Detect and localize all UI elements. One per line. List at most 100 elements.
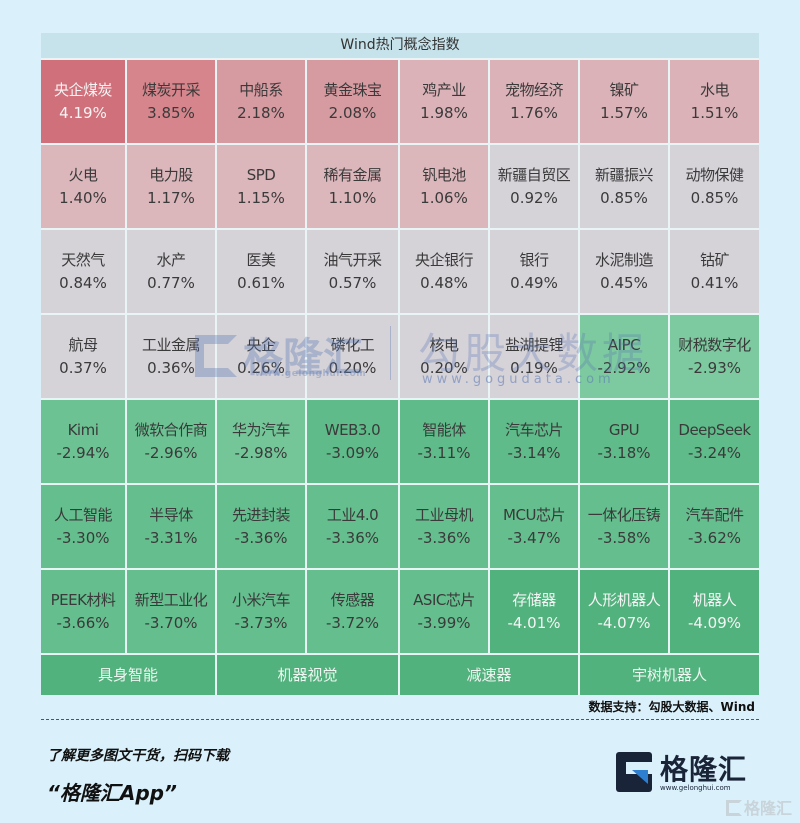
concept-change: -2.92% bbox=[597, 358, 651, 377]
concept-change: -3.24% bbox=[687, 443, 742, 462]
concept-change: 3.85% bbox=[147, 103, 195, 122]
concept-cell: ASIC芯片 -3.99% bbox=[400, 570, 490, 653]
concept-change: 0.92% bbox=[510, 188, 558, 207]
concept-cell: 半导体 -3.31% bbox=[127, 485, 217, 568]
concept-change: 0.20% bbox=[420, 358, 468, 377]
concept-change: -3.73% bbox=[234, 613, 288, 632]
concept-cell: 航母 0.37% bbox=[41, 315, 127, 398]
concept-name: AIPC bbox=[607, 335, 641, 354]
concept-cell: 宠物经济 1.76% bbox=[490, 60, 580, 143]
concept-name: 水电 bbox=[699, 80, 730, 99]
grid-row: 央企煤炭 4.19% 煤炭开采 3.85% 中船系 2.18% 黄金珠宝 2.08% 鸡产业 1.… bbox=[41, 60, 759, 145]
concept-change: -4.01% bbox=[507, 613, 561, 632]
concept-name: 华为汽车 bbox=[231, 420, 291, 439]
concept-change: -3.36% bbox=[234, 528, 288, 547]
concept-change: 0.84% bbox=[59, 273, 107, 292]
concept-change: 0.19% bbox=[510, 358, 558, 377]
concept-cell: 央企 0.26% bbox=[217, 315, 307, 398]
concept-name: 油气开采 bbox=[323, 250, 382, 269]
concept-name: 汽车配件 bbox=[685, 505, 744, 524]
concept-change: -3.36% bbox=[325, 528, 380, 547]
concept-cell: 医美 0.61% bbox=[217, 230, 307, 313]
grid-row: 航母 0.37% 工业金属 0.36% 央企 0.26% 磷化工 0.20% 核电 0.20% 盐湖… bbox=[41, 315, 759, 400]
grid-row: Kimi -2.94% 微软合作商 -2.96% 华为汽车 -2.98% WEB3.0 -3.… bbox=[41, 400, 759, 485]
concept-change: 0.85% bbox=[690, 188, 739, 207]
concept-change: -2.93% bbox=[687, 358, 742, 377]
concept-name: 动物保健 bbox=[685, 165, 744, 184]
concept-name: 航母 bbox=[68, 335, 98, 354]
concept-name: 先进封装 bbox=[231, 505, 291, 524]
concept-change: -3.31% bbox=[144, 528, 198, 547]
concept-name: 新疆振兴 bbox=[594, 165, 654, 184]
concept-change: 2.08% bbox=[328, 103, 377, 122]
concept-cell: 电力股 1.17% bbox=[127, 145, 217, 228]
concept-cell: 核电 0.20% bbox=[400, 315, 490, 398]
concept-name: ASIC芯片 bbox=[413, 590, 475, 609]
concept-change: 0.20% bbox=[328, 358, 377, 377]
concept-cell: 工业母机 -3.36% bbox=[400, 485, 490, 568]
concept-change: -3.11% bbox=[417, 443, 471, 462]
concept-cell: 盐湖提锂 0.19% bbox=[490, 315, 580, 398]
concept-cell: 财税数字化 -2.93% bbox=[670, 315, 759, 398]
concept-change: -3.47% bbox=[507, 528, 561, 547]
concept-change: -3.09% bbox=[325, 443, 380, 462]
bottom-row: 具身智能 机器视觉 减速器 宇树机器人 bbox=[41, 655, 759, 695]
concept-cell: 黄金珠宝 2.08% bbox=[307, 60, 400, 143]
concept-cell: 水电 1.51% bbox=[670, 60, 759, 143]
concept-name: 天然气 bbox=[61, 250, 105, 269]
concept-cell: 磷化工 0.20% bbox=[307, 315, 400, 398]
concept-name: 机器人 bbox=[692, 590, 737, 609]
concept-change: 0.41% bbox=[690, 273, 739, 292]
concept-change: 1.76% bbox=[510, 103, 558, 122]
concept-change: 1.57% bbox=[600, 103, 648, 122]
concept-change: -2.94% bbox=[56, 443, 110, 462]
concept-name: MCU芯片 bbox=[503, 505, 565, 524]
concept-cell: 央企煤炭 4.19% bbox=[41, 60, 127, 143]
concept-cell: 微软合作商 -2.96% bbox=[127, 400, 217, 483]
concept-cell: 水泥制造 0.45% bbox=[580, 230, 670, 313]
concept-name: 新疆自贸区 bbox=[497, 165, 571, 184]
concept-name: 鸡产业 bbox=[422, 80, 466, 99]
concept-cell: 中船系 2.18% bbox=[217, 60, 307, 143]
concept-name: 央企银行 bbox=[414, 250, 474, 269]
concept-index-grid: Wind热门概念指数 央企煤炭 4.19% 煤炭开采 3.85% 中船系 2.18% 黄金珠… bbox=[41, 33, 759, 695]
concept-change: -3.66% bbox=[56, 613, 110, 632]
concept-name: 水泥制造 bbox=[594, 250, 654, 269]
concept-change: 0.49% bbox=[510, 273, 558, 292]
concept-cell: 华为汽车 -2.98% bbox=[217, 400, 307, 483]
concept-name: 一体化压铸 bbox=[587, 505, 661, 524]
concept-change: 1.98% bbox=[420, 103, 468, 122]
concept-name: 小米汽车 bbox=[231, 590, 291, 609]
concept-cell: 稀有金属 1.10% bbox=[307, 145, 400, 228]
concept-change: 1.40% bbox=[59, 188, 107, 207]
concept-change: 2.18% bbox=[237, 103, 285, 122]
concept-change: 0.45% bbox=[600, 273, 648, 292]
concept-change: 1.17% bbox=[147, 188, 195, 207]
concept-name: 宠物经济 bbox=[504, 80, 564, 99]
concept-change: 0.57% bbox=[328, 273, 377, 292]
concept-cell: 新型工业化 -3.70% bbox=[127, 570, 217, 653]
concept-change: 0.48% bbox=[420, 273, 468, 292]
concept-change: -2.98% bbox=[234, 443, 288, 462]
concept-name: 稀有金属 bbox=[323, 165, 382, 184]
grid-title: Wind热门概念指数 bbox=[41, 33, 759, 60]
concept-change: -3.14% bbox=[507, 443, 561, 462]
concept-change: 0.77% bbox=[147, 273, 195, 292]
concept-cell: 镍矿 1.57% bbox=[580, 60, 670, 143]
concept-change: -3.58% bbox=[597, 528, 651, 547]
concept-change: 4.19% bbox=[59, 103, 107, 122]
grid-row: 天然气 0.84% 水产 0.77% 医美 0.61% 油气开采 0.57% 央企银行 0.48%… bbox=[41, 230, 759, 315]
concept-name: 存储器 bbox=[512, 590, 556, 609]
concept-name: 中船系 bbox=[239, 80, 283, 99]
concept-name: 磷化工 bbox=[330, 335, 375, 354]
concept-name: 火电 bbox=[68, 165, 98, 184]
concept-cell-wide: 宇树机器人 bbox=[580, 655, 759, 695]
concept-change: -3.30% bbox=[56, 528, 110, 547]
concept-name: 钒电池 bbox=[422, 165, 466, 184]
concept-cell: 钒电池 1.06% bbox=[400, 145, 490, 228]
concept-cell: 一体化压铸 -3.58% bbox=[580, 485, 670, 568]
concept-change: 0.26% bbox=[237, 358, 285, 377]
concept-name: 新型工业化 bbox=[134, 590, 208, 609]
concept-cell: 煤炭开采 3.85% bbox=[127, 60, 217, 143]
concept-change: -4.09% bbox=[687, 613, 742, 632]
